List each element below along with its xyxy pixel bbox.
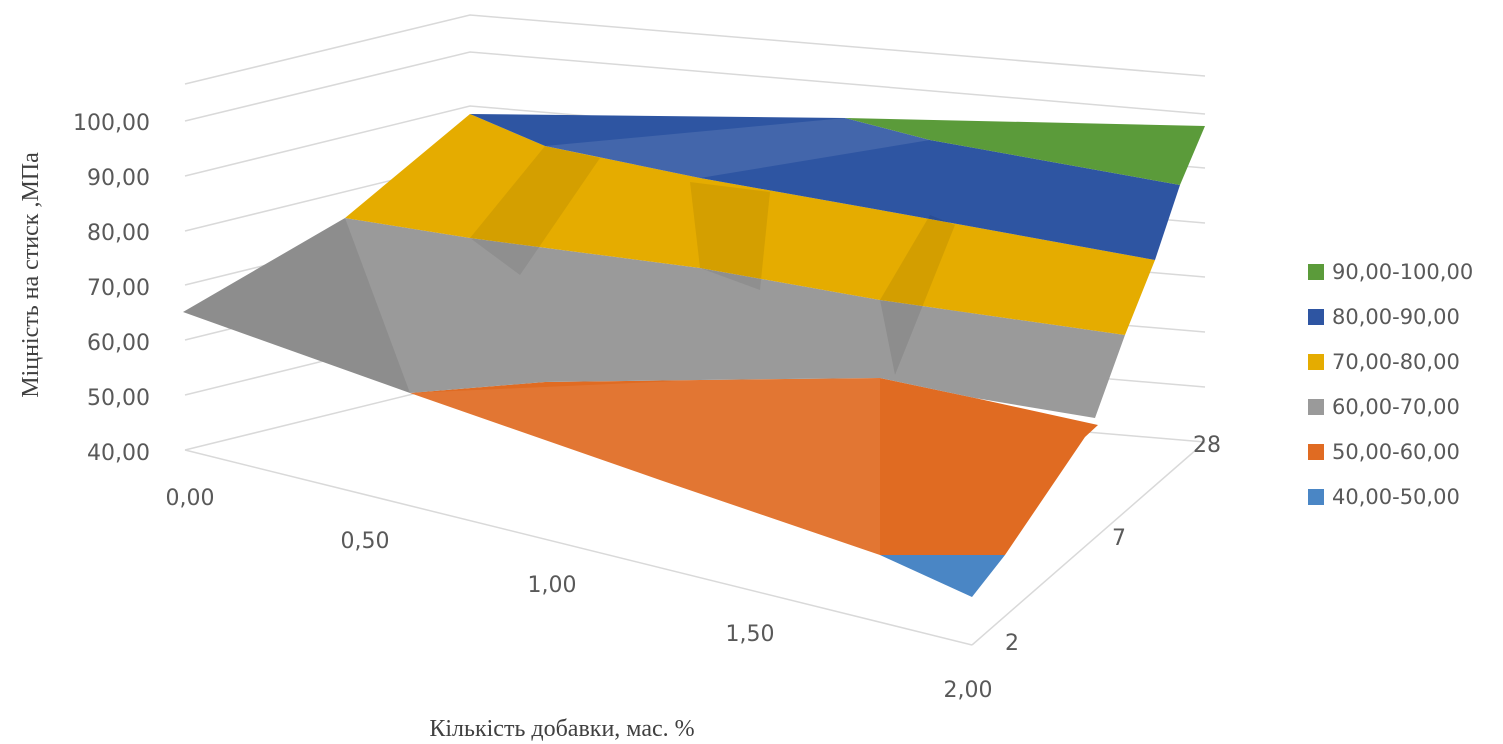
surface-facet-shade-4 (880, 215, 955, 375)
surface-facet-shade-1 (183, 218, 410, 393)
gridline-top (184, 14, 1206, 85)
depth-axis-ticks: 2 7 28 (1005, 433, 1221, 656)
gridline-100 (184, 51, 1206, 122)
surface-facet-shade-6 (410, 378, 880, 555)
x-tick-4: 2,00 (944, 678, 993, 703)
x-axis-title: Кількість добавки, мас. % (429, 716, 694, 742)
x-tick-1: 0,50 (341, 529, 390, 554)
legend-swatch-0 (1308, 264, 1324, 280)
z-tick-100: 100,00 (73, 111, 150, 136)
legend-label-2: 70,00-80,00 (1332, 350, 1460, 374)
surface-band-60-70 (183, 218, 1125, 418)
z-tick-80: 80,00 (87, 221, 150, 246)
legend-swatch-1 (1308, 309, 1324, 325)
z-tick-50: 50,00 (87, 386, 150, 411)
surface-band-40-50 (880, 555, 1005, 597)
surface-plot (183, 114, 1205, 597)
z-tick-60: 60,00 (87, 331, 150, 356)
legend-label-4: 50,00-60,00 (1332, 440, 1460, 464)
legend-swatch-3 (1308, 399, 1324, 415)
surface-band-50-60 (410, 378, 1098, 555)
z-axis-title: Міцність на стиск ,МПа (18, 152, 44, 398)
x-axis-ticks: 0,00 0,50 1,00 1,50 2,00 (166, 486, 993, 703)
floor-right-edge (971, 441, 1206, 646)
legend-swatch-5 (1308, 489, 1324, 505)
legend-label-3: 60,00-70,00 (1332, 395, 1460, 419)
depth-tick-7: 7 (1112, 526, 1126, 551)
floor-edges (184, 441, 1206, 646)
legend-swatch-2 (1308, 354, 1324, 370)
depth-tick-2: 2 (1005, 631, 1019, 656)
z-tick-90: 90,00 (87, 166, 150, 191)
surface-facet-shade-2 (470, 146, 600, 275)
floor-left-edge (184, 449, 973, 646)
z-axis-ticks: 100,00 90,00 80,00 70,00 60,00 50,00 40,… (73, 111, 150, 466)
legend: 90,00-100,00 80,00-90,00 70,00-80,00 60,00-… (1308, 260, 1473, 509)
legend-label-1: 80,00-90,00 (1332, 305, 1460, 329)
x-tick-0: 0,00 (166, 486, 215, 511)
depth-tick-28: 28 (1193, 433, 1221, 458)
surface-band-80-90 (470, 114, 1180, 260)
legend-swatch-4 (1308, 444, 1324, 460)
surface-facet-shade-5 (545, 118, 930, 178)
z-tick-40: 40,00 (87, 441, 150, 466)
x-tick-3: 1,50 (726, 622, 775, 647)
surface-band-70-80 (345, 114, 1155, 335)
surface-band-90-100 (845, 118, 1205, 185)
z-tick-70: 70,00 (87, 276, 150, 301)
x-tick-2: 1,00 (528, 573, 577, 598)
legend-label-5: 40,00-50,00 (1332, 485, 1460, 509)
legend-label-0: 90,00-100,00 (1332, 260, 1473, 284)
surface-facet-shade-3 (690, 182, 770, 290)
